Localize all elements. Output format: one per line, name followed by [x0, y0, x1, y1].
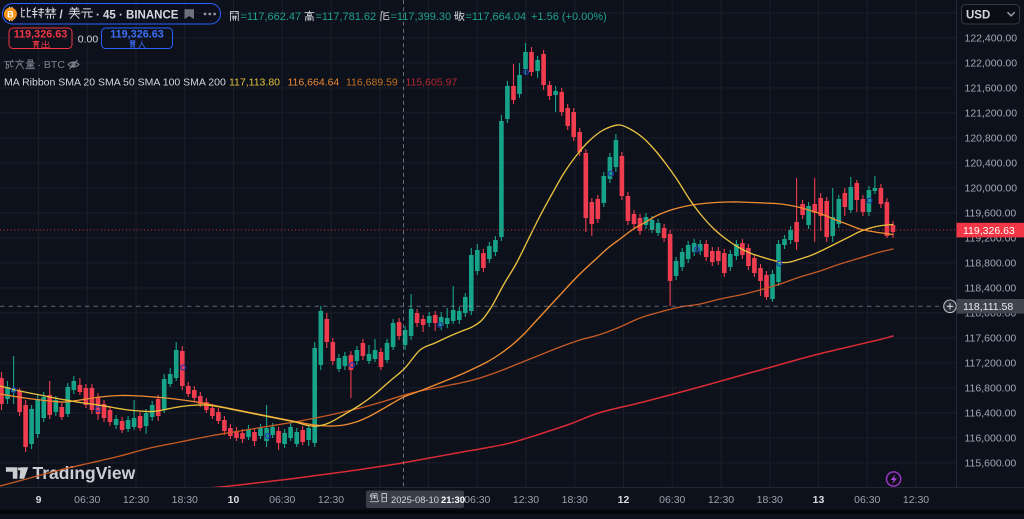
svg-text:12: 12: [618, 494, 630, 506]
svg-text:MA Ribbon SMA 20 SMA 50 SMA 10: MA Ribbon SMA 20 SMA 50 SMA 100 SMA 200: [4, 76, 226, 88]
svg-text:116,689.59: 116,689.59: [346, 76, 398, 88]
svg-text:06:30: 06:30: [269, 494, 295, 506]
svg-text:=117,781.62: =117,781.62: [316, 11, 377, 23]
svg-text:121,200.00: 121,200.00: [965, 108, 1018, 120]
svg-text:10: 10: [228, 494, 240, 506]
svg-text:119,326.63: 119,326.63: [14, 29, 67, 41]
svg-text:12:30: 12:30: [123, 494, 149, 506]
svg-text:21:30: 21:30: [441, 494, 465, 505]
svg-text:9: 9: [36, 494, 42, 506]
svg-text:· BTC: · BTC: [38, 59, 66, 71]
svg-text:116,400.00: 116,400.00: [965, 408, 1017, 420]
svg-text:119,326.63: 119,326.63: [110, 29, 163, 41]
svg-text:118,400.00: 118,400.00: [965, 283, 1017, 295]
svg-text:13: 13: [813, 494, 825, 506]
svg-text:12:30: 12:30: [903, 494, 929, 506]
svg-text:12:30: 12:30: [513, 494, 539, 506]
svg-text:18:30: 18:30: [562, 494, 588, 506]
svg-text:06:30: 06:30: [74, 494, 100, 506]
svg-text:18:30: 18:30: [172, 494, 198, 506]
svg-text:115,605.97: 115,605.97: [406, 76, 458, 88]
svg-text:2025-08-10: 2025-08-10: [391, 494, 439, 505]
svg-text:USD: USD: [966, 10, 990, 22]
svg-text:=117,662.47: =117,662.47: [241, 11, 302, 23]
svg-text:12:30: 12:30: [708, 494, 734, 506]
svg-text:· 45 · BINANCE: · 45 · BINANCE: [96, 9, 179, 21]
svg-text:115,600.00: 115,600.00: [965, 458, 1017, 470]
svg-text:121,600.00: 121,600.00: [965, 83, 1018, 95]
svg-text:120,800.00: 120,800.00: [965, 133, 1018, 145]
svg-text:116,664.64: 116,664.64: [288, 76, 340, 88]
svg-text:12:30: 12:30: [318, 494, 344, 506]
svg-text:0.00: 0.00: [78, 33, 99, 45]
svg-text:B: B: [7, 9, 14, 19]
svg-text:+1.56 (+0.00%): +1.56 (+0.00%): [531, 11, 607, 23]
svg-text:06:30: 06:30: [659, 494, 685, 506]
svg-text:120,400.00: 120,400.00: [965, 158, 1018, 170]
svg-text:116,000.00: 116,000.00: [965, 433, 1017, 445]
svg-text:120,000.00: 120,000.00: [965, 183, 1018, 195]
svg-text:116,800.00: 116,800.00: [965, 383, 1017, 395]
svg-text:117,600.00: 117,600.00: [965, 333, 1017, 345]
svg-text:122,000.00: 122,000.00: [965, 58, 1018, 70]
svg-text:119,326.63: 119,326.63: [963, 225, 1015, 237]
svg-text:117,200.00: 117,200.00: [965, 358, 1017, 370]
svg-text:122,400.00: 122,400.00: [965, 33, 1018, 45]
svg-text:18:30: 18:30: [757, 494, 783, 506]
svg-text:=117,399.30: =117,399.30: [391, 11, 452, 23]
svg-text:06:30: 06:30: [854, 494, 880, 506]
svg-text:117,113.80: 117,113.80: [229, 76, 280, 88]
svg-text:118,800.00: 118,800.00: [965, 258, 1017, 270]
svg-text:=117,664.04: =117,664.04: [466, 11, 527, 23]
svg-text:06:30: 06:30: [464, 494, 490, 506]
svg-text:118,111.58: 118,111.58: [963, 301, 1013, 313]
svg-text:119,600.00: 119,600.00: [965, 208, 1017, 220]
